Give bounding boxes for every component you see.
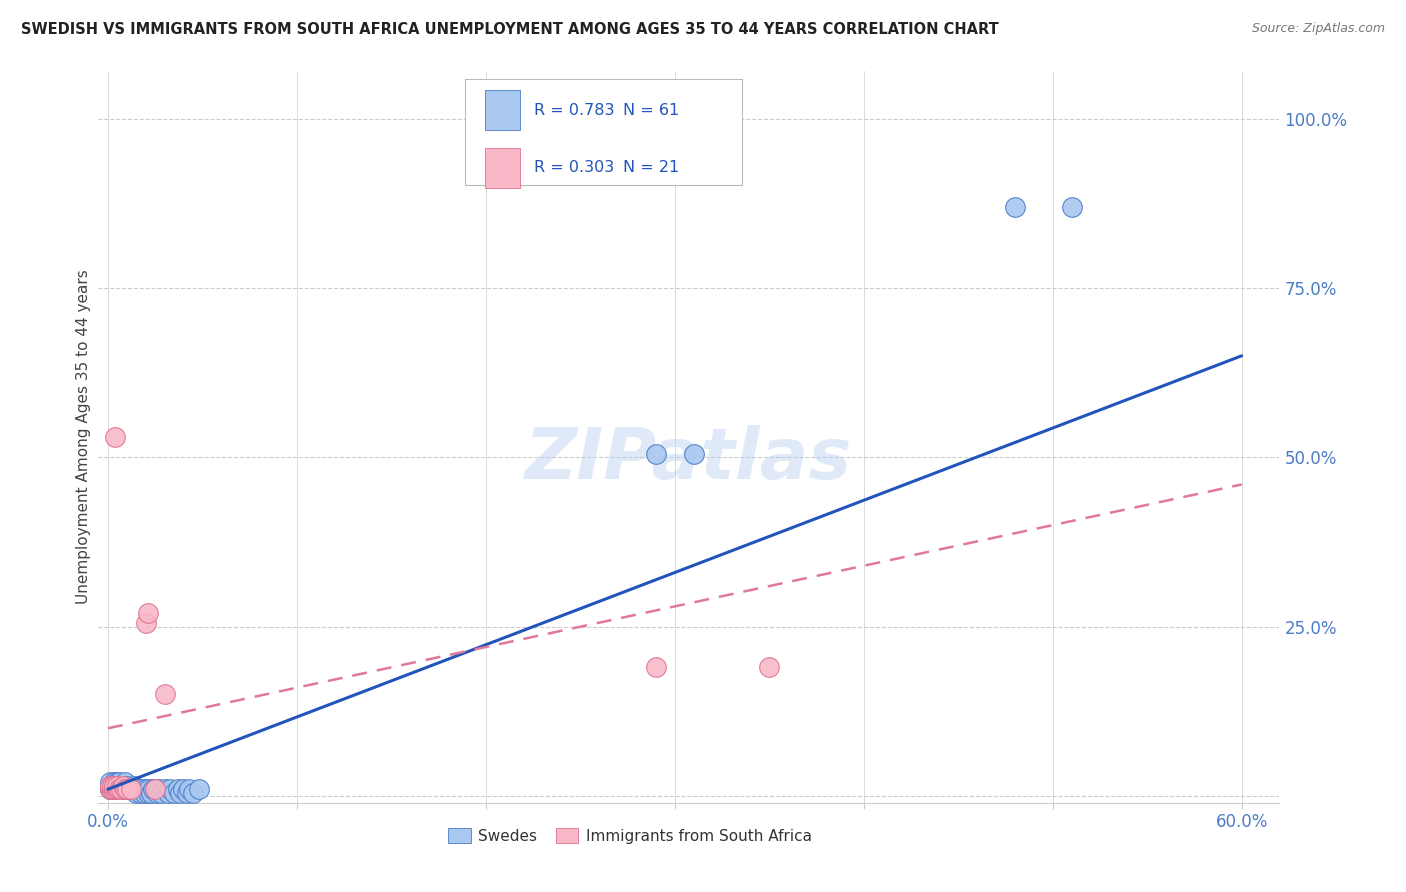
Point [103, 779, 125, 793]
Point [98, 779, 121, 793]
Point [114, 782, 136, 797]
Point [129, 786, 152, 800]
Point [172, 782, 194, 797]
Point [108, 779, 131, 793]
Point [124, 779, 146, 793]
Point [100, 779, 122, 793]
Point [105, 775, 128, 789]
Point [157, 786, 180, 800]
Point [104, 782, 127, 797]
Point [118, 782, 141, 797]
Point [105, 779, 128, 793]
Point [120, 782, 142, 797]
Point [135, 782, 157, 797]
Point [644, 447, 666, 461]
Text: ZIPatlas: ZIPatlas [526, 425, 852, 493]
Text: SWEDISH VS IMMIGRANTS FROM SOUTH AFRICA UNEMPLOYMENT AMONG AGES 35 TO 44 YEARS C: SWEDISH VS IMMIGRANTS FROM SOUTH AFRICA … [21, 22, 998, 37]
Point [103, 782, 125, 797]
Point [110, 782, 132, 797]
Point [758, 660, 780, 674]
Point [136, 606, 159, 620]
Point [108, 782, 131, 797]
Text: N = 61: N = 61 [623, 103, 679, 118]
Point [98, 782, 121, 797]
Text: N = 21: N = 21 [623, 161, 679, 176]
Point [187, 782, 209, 797]
Point [166, 782, 188, 797]
Point [1060, 200, 1083, 214]
Point [153, 782, 176, 797]
Point [105, 779, 128, 793]
Point [104, 430, 127, 444]
Text: Source: ZipAtlas.com: Source: ZipAtlas.com [1251, 22, 1385, 36]
Point [143, 782, 166, 797]
Point [125, 786, 148, 800]
Point [111, 782, 134, 797]
Point [132, 786, 155, 800]
Point [115, 779, 138, 793]
FancyBboxPatch shape [485, 90, 520, 130]
Point [103, 782, 125, 797]
Point [110, 782, 132, 797]
Point [127, 782, 149, 797]
Point [108, 775, 131, 789]
Point [148, 782, 170, 797]
Point [100, 782, 122, 797]
Point [100, 779, 122, 793]
Point [120, 782, 142, 797]
Point [138, 782, 160, 797]
Point [176, 786, 198, 800]
Point [111, 779, 134, 793]
Point [146, 786, 169, 800]
Point [103, 779, 125, 793]
Point [104, 779, 127, 793]
Point [108, 782, 131, 797]
FancyBboxPatch shape [485, 148, 520, 188]
Point [115, 782, 138, 797]
Point [100, 782, 122, 797]
Point [110, 779, 132, 793]
Point [1004, 200, 1026, 214]
Point [159, 782, 181, 797]
Legend: Swedes, Immigrants from South Africa: Swedes, Immigrants from South Africa [441, 822, 818, 850]
Point [114, 782, 136, 797]
Point [131, 782, 153, 797]
Point [103, 775, 125, 789]
Point [142, 782, 165, 797]
Point [143, 782, 166, 797]
Text: R = 0.783: R = 0.783 [534, 103, 614, 118]
Point [114, 775, 136, 789]
Point [169, 786, 191, 800]
Point [181, 786, 204, 800]
Point [98, 782, 121, 797]
Y-axis label: Unemployment Among Ages 35 to 44 years: Unemployment Among Ages 35 to 44 years [76, 269, 91, 605]
Point [135, 616, 157, 631]
Point [105, 782, 128, 797]
Point [149, 786, 172, 800]
Point [153, 688, 176, 702]
Point [111, 779, 134, 793]
Point [644, 660, 666, 674]
Point [98, 775, 121, 789]
Point [103, 782, 125, 797]
Text: R = 0.303: R = 0.303 [534, 161, 614, 176]
Point [179, 782, 201, 797]
Point [136, 786, 159, 800]
Point [115, 782, 138, 797]
Point [105, 782, 128, 797]
Point [141, 786, 163, 800]
FancyBboxPatch shape [464, 78, 742, 185]
Point [104, 782, 127, 797]
Point [100, 782, 122, 797]
Point [105, 782, 128, 797]
Point [121, 782, 143, 797]
Point [163, 786, 186, 800]
Point [98, 782, 121, 797]
Point [682, 447, 704, 461]
